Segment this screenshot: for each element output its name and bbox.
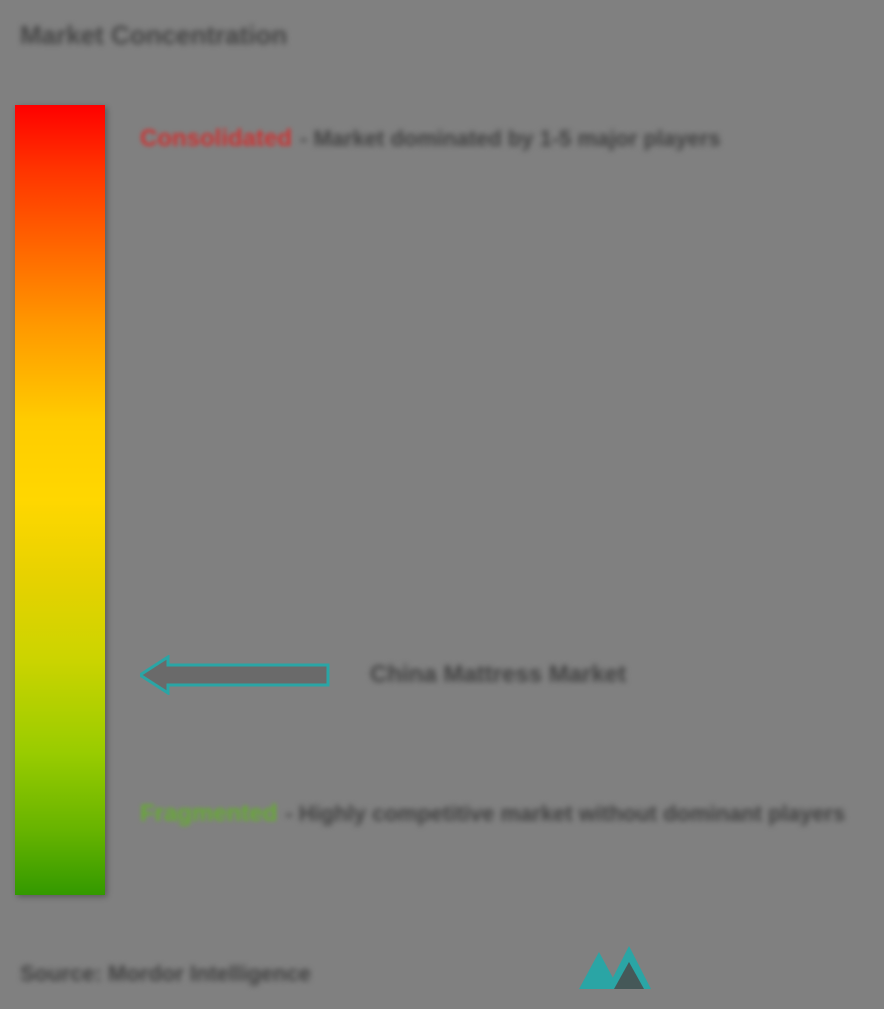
arrow-shape <box>140 657 328 693</box>
market-name: China Mattress Market <box>370 661 626 689</box>
consolidated-row: Consolidated - Market dominated by 1-5 m… <box>140 125 721 153</box>
source-attribution: Source: Mordor Intelligence <box>20 961 311 987</box>
left-arrow-icon <box>140 655 330 695</box>
consolidated-keyword: Consolidated <box>140 125 292 153</box>
consolidated-description: - Market dominated by 1-5 major players <box>300 126 721 152</box>
concentration-gradient-bar <box>15 105 105 895</box>
chart-title: Market Concentration <box>20 20 287 51</box>
fragmented-description: - Highly competitive market without domi… <box>285 801 845 827</box>
market-indicator-row: China Mattress Market <box>140 655 626 695</box>
mordor-logo-icon <box>579 944 664 994</box>
fragmented-keyword: Fragmented <box>140 800 277 828</box>
fragmented-row: Fragmented - Highly competitive market w… <box>140 800 845 828</box>
